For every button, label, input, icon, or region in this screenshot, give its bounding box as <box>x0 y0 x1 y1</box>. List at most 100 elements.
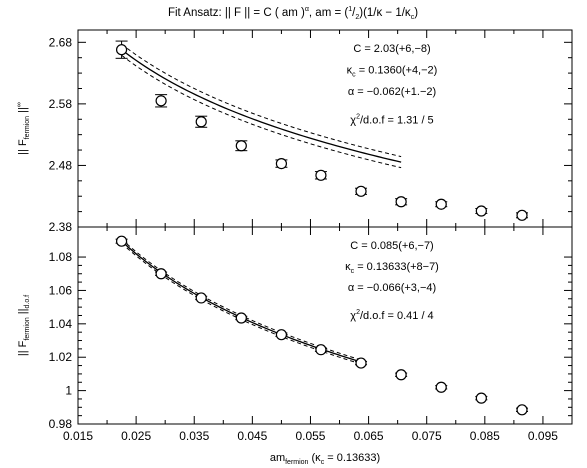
x-tick-label: 0.095 <box>528 429 558 443</box>
title-part: , am = ( <box>309 7 348 19</box>
data-point <box>235 140 247 152</box>
y-tick-label: 2.48 <box>49 158 73 172</box>
y-tick-label: 2.68 <box>49 35 73 49</box>
data-point <box>315 169 327 181</box>
annotation-part: = 0.13633(+8−7) <box>354 261 439 273</box>
annotation-part: 2 <box>356 309 360 316</box>
annotation-part: κ <box>345 261 351 273</box>
fit-band-upper <box>121 43 402 158</box>
xlabel-part: (κ <box>308 452 321 464</box>
title-part: c <box>411 14 415 21</box>
data-point <box>275 157 288 170</box>
ylabel-part: || <box>17 107 29 116</box>
data-point <box>155 268 167 280</box>
x-axis-label: amfermion (κc = 0.13633) <box>270 452 380 466</box>
fit-band-lower <box>121 242 362 365</box>
xlabel-part: am <box>270 452 285 464</box>
ylabel-part: d.o.f <box>24 295 31 309</box>
annotation-part: C = 2.03(+6,−8) <box>353 43 430 55</box>
annotation-part: /d.o.f = 1.31 / 5 <box>360 115 434 127</box>
title-part: / <box>352 7 356 19</box>
title-part: α <box>305 6 309 13</box>
annotation-part: α = −0.066(+3,−4) <box>348 282 436 294</box>
fit-annotation: χ2/d.o.f = 0.41 / 4 <box>350 309 433 322</box>
ylabel-part: fermion <box>24 116 31 139</box>
x-tick-label: 0.065 <box>354 429 384 443</box>
data-point <box>395 369 407 381</box>
xlabel-part: c <box>321 459 325 466</box>
y-tick-label: 1.04 <box>49 317 73 331</box>
x-tick-label: 0.025 <box>121 429 151 443</box>
xlabel-part: = 0.13633) <box>324 452 380 464</box>
fit-annotation: C = 0.085(+6,−7) <box>350 240 433 252</box>
ylabel-part: || F <box>17 340 29 356</box>
data-point <box>195 116 207 128</box>
ylabel-part: || <box>17 309 29 318</box>
y-tick-label: 1.02 <box>49 350 73 364</box>
data-point <box>115 235 128 247</box>
title-part: ) <box>414 7 418 19</box>
x-tick-label: 0.015 <box>63 429 93 443</box>
fit-annotation: α = −0.066(+3,−4) <box>348 282 436 294</box>
data-point <box>516 209 528 221</box>
chart-title: Fit Ansatz: || F || = C ( am )α, am = (1… <box>168 6 418 21</box>
data-point <box>475 205 487 217</box>
annotation-part: C = 0.085(+6,−7) <box>350 240 433 252</box>
data-point <box>435 198 447 210</box>
annotation-part: c <box>351 268 355 275</box>
y-tick-label: 1 <box>65 384 72 398</box>
annotation-part: c <box>352 72 356 79</box>
x-tick-label: 0.085 <box>470 429 500 443</box>
y-tick-label: 1.06 <box>49 283 73 297</box>
y-tick-label: 0.98 <box>49 417 73 431</box>
y-axis-label: || Ffermion ||d.o.f <box>17 295 31 356</box>
annotation-part: 2 <box>356 114 360 121</box>
data-point <box>155 95 167 107</box>
fit-annotation: κc = 0.1360(+4,−2) <box>347 65 438 79</box>
annotation-part: χ <box>350 310 356 322</box>
annotation-part: χ <box>350 115 356 127</box>
fit-annotation: κc = 0.13633(+8−7) <box>345 261 439 275</box>
data-point <box>516 404 528 416</box>
title-part: )(1/κ − 1/κ <box>359 7 411 19</box>
ylabel-part: fermion <box>24 317 31 340</box>
plot-frame <box>77 29 573 228</box>
annotation-part: /d.o.f = 0.41 / 4 <box>360 310 434 322</box>
y-axis-label: || Ffermion ||∞ <box>16 102 31 155</box>
x-tick-label: 0.045 <box>237 429 267 443</box>
data-point <box>475 392 487 404</box>
x-tick-label: 0.035 <box>179 429 209 443</box>
fit-band-upper <box>121 238 362 361</box>
fit-curve <box>121 49 402 163</box>
title-part: 1 <box>348 6 352 13</box>
data-point <box>195 292 207 304</box>
xlabel-part: fermion <box>285 459 308 466</box>
fit-band-lower <box>121 54 402 169</box>
top-panel: 2.38 2.48 2.58 2.68 C = 2.03(+6,−8) κc = 0.13… <box>16 29 573 234</box>
x-tick-label: 0.075 <box>412 429 442 443</box>
data-point <box>275 329 288 341</box>
title-part: Fit Ansatz: || F || = C ( am ) <box>168 7 305 19</box>
data-point <box>115 44 128 56</box>
data-point <box>395 196 407 208</box>
annotation-part: α = −0.062(+1.−2) <box>348 86 436 98</box>
y-tick-label: 2.58 <box>49 97 73 111</box>
y-tick-label: 2.38 <box>49 220 73 234</box>
data-point <box>355 185 367 197</box>
ylabel-part: || F <box>17 139 29 155</box>
data-point <box>435 381 447 393</box>
annotation-part: κ <box>347 65 353 77</box>
fit-annotation: χ2/d.o.f = 1.31 / 5 <box>350 114 433 127</box>
data-point <box>235 312 247 324</box>
ylabel-part: ∞ <box>16 102 23 107</box>
fit-annotation: α = −0.062(+1.−2) <box>348 86 436 98</box>
y-tick-label: 1.08 <box>49 250 73 264</box>
fit-annotation: C = 2.03(+6,−8) <box>353 43 430 55</box>
plot-frame <box>77 226 573 425</box>
fit-curve <box>121 240 362 363</box>
x-tick-label: 0.055 <box>295 429 325 443</box>
title-part: 2 <box>355 14 359 21</box>
bottom-panel: 0.98 1 1.02 1.04 1.06 1.08 C = 0.085(+6,−7) κc … <box>17 226 573 431</box>
data-point <box>355 357 367 369</box>
